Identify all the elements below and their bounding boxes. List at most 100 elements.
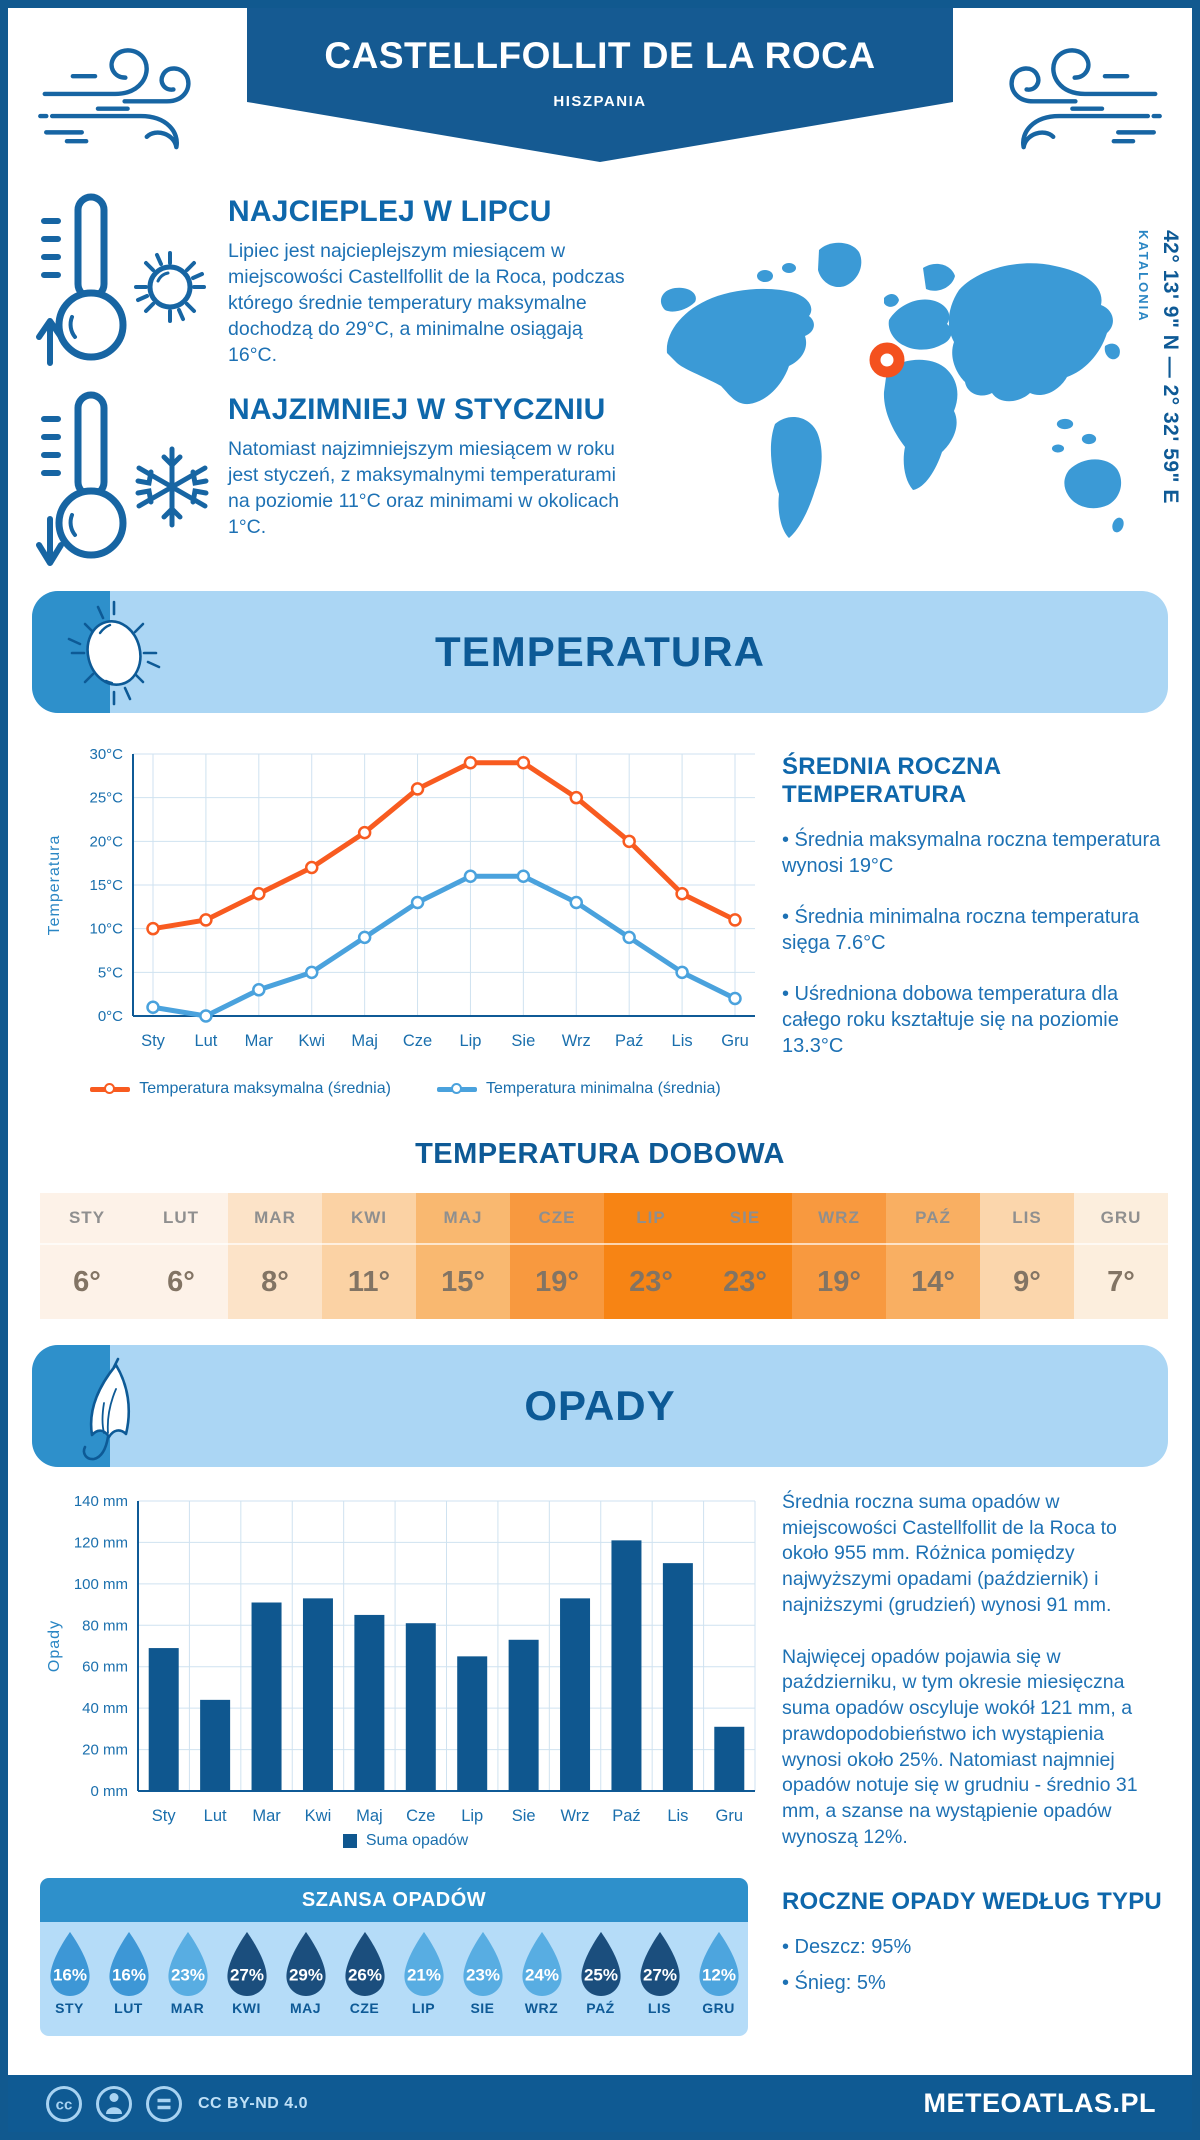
x-tick-label: Lis (672, 1032, 693, 1050)
data-point (357, 930, 372, 945)
chance-month-label: WRZ (524, 2000, 559, 2016)
precip-type-bullet: • Deszcz: 95% (782, 1936, 912, 1958)
x-tick-label: Lis (667, 1807, 688, 1825)
wind-icon (1009, 48, 1162, 150)
bar (200, 1699, 231, 1791)
daily-table-month: KWI (350, 1208, 388, 1227)
daily-table-column: SIE 23° (698, 1193, 792, 1319)
warmest-text: Lipiec jest najcieplejszym miesiącem w m… (228, 240, 625, 366)
annual-temp-bullet: • Średnia minimalna roczna temperatura s… (782, 905, 1140, 955)
bar (457, 1656, 488, 1791)
daily-table-column: MAJ 15° (416, 1193, 510, 1319)
data-point (569, 895, 584, 910)
legend-min-label: Temperatura minimalna (średnia) (485, 1080, 721, 1097)
chance-month-label: STY (55, 2000, 84, 2016)
x-tick-label: Maj (356, 1807, 383, 1825)
data-point (516, 755, 531, 770)
chance-droplet-item: 27% LIS (632, 1930, 688, 2016)
daily-table-column: STY 6° (40, 1193, 134, 1319)
precipitation-section-banner: OPADY (32, 1345, 1168, 1467)
chance-percent: 24% (524, 1965, 558, 1984)
daily-table-month: MAR (254, 1208, 296, 1227)
data-point (410, 895, 425, 910)
chance-month-label: PAŹ (586, 2000, 615, 2016)
chance-month-label: KWI (232, 2000, 261, 2016)
warmest-month-block: NAJCIEPLEJ W LIPCU Lipiec jest najcieple… (34, 191, 634, 369)
chance-month-label: LIS (647, 2000, 672, 2016)
daily-table-month: STY (68, 1208, 106, 1227)
chance-percent: 23% (465, 1965, 499, 1984)
bar (302, 1598, 333, 1791)
daily-table-value: 9° (980, 1243, 1074, 1319)
droplet-icon: 26% (344, 1932, 385, 1996)
daily-table-month: PAŹ (915, 1208, 951, 1227)
chance-percent: 21% (406, 1965, 440, 1984)
y-tick-label: 80 mm (82, 1617, 128, 1634)
y-tick-label: 0°C (98, 1008, 123, 1025)
x-tick-label: Gru (716, 1807, 744, 1825)
cc-icon: cc (46, 2085, 82, 2122)
x-tick-label: Sty (141, 1032, 166, 1050)
chance-percent: 27% (642, 1965, 676, 1984)
droplet-icon: 29% (285, 1932, 326, 1996)
wind-icon (38, 48, 191, 150)
data-point (146, 1000, 160, 1015)
chance-droplet-item: 25% PAŹ (573, 1930, 629, 2016)
chance-droplets-row: 16% STY 16% LUT 23% MAR 27% KWI 29% MAJ 26% CZE 21% L… (40, 1922, 748, 2036)
daily-temperature-table: STY 6° LUT 6° MAR 8° KWI 11° MAJ 15° CZE 19° LIP 23° S… (40, 1193, 1168, 1319)
y-tick-label: 25°C (89, 790, 123, 807)
thermometer-up-icon (36, 193, 127, 366)
bar (405, 1623, 436, 1791)
world-map (636, 198, 1128, 583)
x-tick-label: Sty (152, 1807, 177, 1825)
x-tick-label: Wrz (561, 1807, 590, 1825)
precip-paragraph: Średnia roczna suma opadów w miejscowośc… (782, 1491, 1117, 1616)
x-tick-label: Paź (612, 1807, 640, 1825)
chance-percent: 29% (288, 1965, 322, 1984)
data-point (304, 860, 319, 875)
snowflake-icon (135, 446, 209, 528)
data-point (728, 991, 742, 1006)
page-title: CASTELLFOLLIT DE LA ROCA (324, 35, 876, 76)
bar (508, 1639, 539, 1791)
warmest-heading: NAJCIEPLEJ W LIPCU (228, 195, 552, 228)
chance-percent: 26% (347, 1965, 381, 1984)
bar (560, 1598, 591, 1791)
precip-type-bullet: • Śnieg: 5% (782, 1972, 886, 1995)
chance-droplet-item: 26% CZE (337, 1930, 393, 2016)
data-point (675, 965, 689, 980)
chance-month-label: LIP (411, 2000, 436, 2016)
x-tick-label: Cze (406, 1807, 435, 1825)
x-tick-label: Kwi (305, 1807, 332, 1825)
series-line (150, 760, 738, 932)
bar (662, 1563, 693, 1791)
y-tick-label: 20 mm (82, 1742, 128, 1759)
thermometer-down-icon (36, 391, 127, 566)
x-tick-label: Mar (245, 1032, 274, 1050)
chance-percent: 23% (170, 1965, 204, 1984)
y-tick-label: 15°C (89, 877, 123, 894)
daily-table-month: LUT (162, 1208, 200, 1227)
droplet-icon: 23% (167, 1932, 208, 1996)
precipitation-summary: Średnia roczna suma opadów w miejscowośc… (782, 1490, 1166, 1877)
coordinates-label: 42° 13' 9" N — 2° 32' 59" E (1159, 230, 1182, 504)
chance-droplet-item: 23% MAR (160, 1930, 216, 2016)
y-tick-label: 5°C (98, 964, 123, 981)
daily-table-value: 6° (134, 1243, 228, 1319)
daily-table-month: WRZ (818, 1208, 860, 1227)
precipitation-bar-chart: 0 mm 20 mm 40 mm 60 mm 80 mm 100 mm 120 mm 140 … (46, 1493, 756, 1825)
temp-chart-legend: Temperatura maksymalna (średnia) Tempera… (48, 1080, 763, 1098)
x-tick-label: Kwi (298, 1032, 325, 1050)
droplet-icon: 16% (108, 1932, 149, 1996)
chance-percent: 16% (52, 1965, 86, 1984)
daily-table-value: 23° (698, 1243, 792, 1319)
daily-table-column: MAR 8° (228, 1193, 322, 1319)
daily-table-month: MAJ (443, 1208, 483, 1227)
data-point (199, 913, 213, 927)
daily-table-column: PAŹ 14° (886, 1193, 980, 1319)
daily-table-column: GRU 7° (1074, 1193, 1168, 1319)
chance-month-label: MAR (170, 2000, 205, 2016)
chance-percent: 25% (583, 1965, 617, 1984)
daily-table-month: CZE (538, 1208, 576, 1227)
x-tick-label: Wrz (562, 1032, 591, 1050)
